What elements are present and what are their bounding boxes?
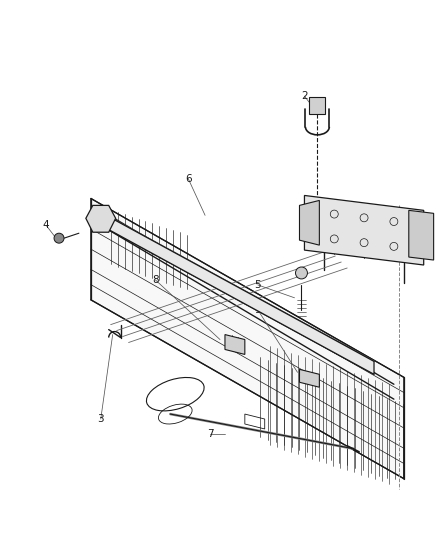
Text: 2: 2 xyxy=(301,91,308,101)
Polygon shape xyxy=(91,198,404,479)
Polygon shape xyxy=(300,369,319,387)
Text: 5: 5 xyxy=(254,280,261,290)
Text: 3: 3 xyxy=(97,414,104,424)
Polygon shape xyxy=(304,196,424,265)
Polygon shape xyxy=(101,212,374,374)
Polygon shape xyxy=(409,211,434,260)
Circle shape xyxy=(54,233,64,243)
Polygon shape xyxy=(309,97,325,114)
Circle shape xyxy=(296,267,307,279)
Text: 9: 9 xyxy=(254,305,261,314)
Text: 8: 8 xyxy=(152,275,159,285)
Text: 4: 4 xyxy=(43,220,49,230)
Text: 6: 6 xyxy=(185,174,191,183)
Text: 1: 1 xyxy=(371,205,377,215)
Text: 7: 7 xyxy=(207,429,213,439)
Polygon shape xyxy=(300,200,319,245)
Polygon shape xyxy=(225,335,245,354)
Polygon shape xyxy=(86,205,116,232)
